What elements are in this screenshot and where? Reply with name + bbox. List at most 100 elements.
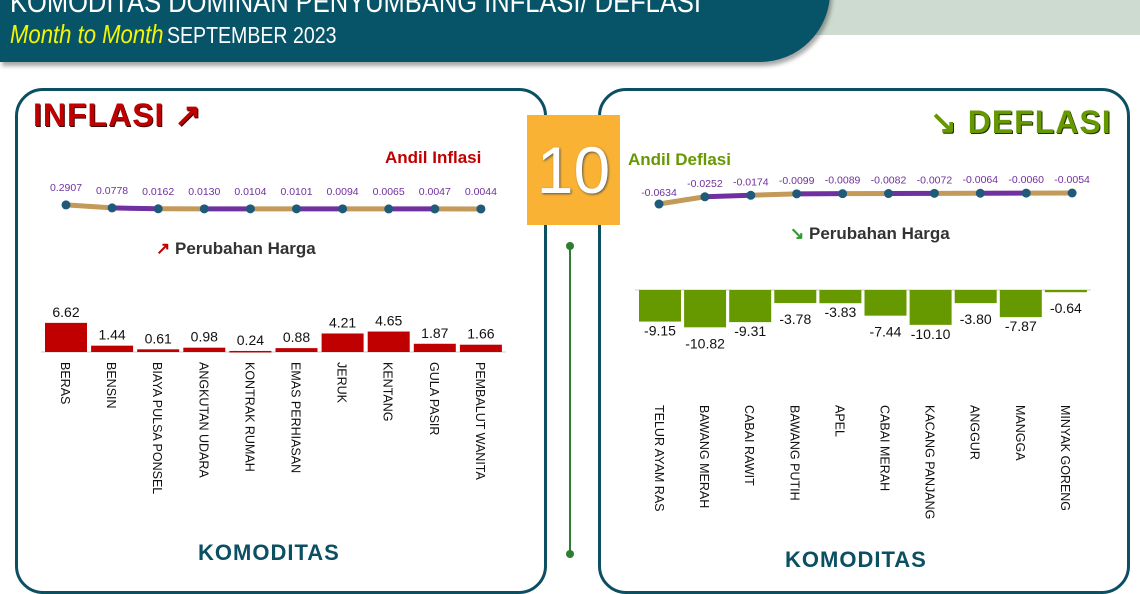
line-point [884,189,893,198]
bar-data-label: -10.10 [911,326,951,342]
line-point [1068,189,1077,198]
bar [865,290,907,316]
line-data-label: 0.0047 [419,186,451,198]
line-data-label: 0.0101 [280,186,312,198]
line-point [930,189,939,198]
divider-dot [566,242,574,250]
bar [910,290,952,325]
bar [45,323,87,352]
line-data-label: 0.0044 [465,186,497,198]
bar [137,349,179,352]
category-label: BAWANG PUTIH [787,405,801,501]
line-segment [112,208,158,209]
line-data-label: -0.0064 [962,174,998,186]
category-label: BERAS [58,362,72,404]
line-data-label: -0.0089 [825,175,861,187]
line-point [384,204,393,213]
line-segment [705,195,751,196]
line-point [200,204,209,213]
line-data-label: -0.0060 [1008,174,1044,186]
line-data-label: 0.0162 [142,186,174,198]
bar-data-label: 0.88 [283,329,310,345]
divider-dot [566,550,574,558]
line-point [154,204,163,213]
category-label: TELUR AYAM RAS [652,405,666,512]
line-point [292,204,301,213]
category-label: APEL [832,405,846,437]
line-data-label: -0.0054 [1054,174,1090,186]
bar-data-label: 4.65 [375,313,402,329]
bar-data-label: 1.44 [98,327,125,343]
line-point [430,204,439,213]
bar-data-label: -9.31 [734,323,766,339]
line-point [746,191,755,200]
bar-data-label: -7.44 [870,324,902,340]
bar-data-label: -3.78 [779,311,811,327]
category-label: GULA PASIR [427,362,441,435]
line-data-label: 0.2907 [50,182,82,194]
category-label: CABAI RAWIT [742,405,756,486]
category-label: ANGKUTAN UDARA [196,362,210,478]
bar [414,344,456,352]
line-data-label: -0.0082 [871,175,907,187]
bar-data-label: 1.87 [421,325,448,341]
line-point [655,200,664,209]
bar [183,348,225,352]
bar-data-label: 4.21 [329,314,356,330]
line-data-label: -0.0634 [641,187,677,199]
line-data-label: -0.0072 [917,174,953,186]
bar-data-label: 0.24 [237,332,264,348]
bar [729,290,771,322]
line-data-label: 0.0778 [96,185,128,197]
bar-data-label: 0.98 [191,329,218,345]
line-point [1022,189,1031,198]
line-data-label: 0.0130 [188,186,220,198]
bar-data-label: 6.62 [52,304,79,320]
line-point [476,204,485,213]
line-point [62,200,71,209]
line-data-label: -0.0174 [733,176,769,188]
category-label: EMAS PERHIASAN [289,362,303,473]
bar-data-label: -3.83 [824,304,856,320]
line-data-label: -0.0099 [779,175,815,187]
category-label: ANGGUR [968,405,982,460]
line-point [338,204,347,213]
bar [1000,290,1042,317]
line-data-label: -0.0252 [687,178,723,190]
category-label: KONTRAK RUMAH [242,362,256,472]
category-label: MANGGA [1013,405,1027,461]
category-label: BAWANG MERAH [697,405,711,508]
bar [639,290,681,322]
line-point [700,192,709,201]
category-label: KACANG PANJANG [923,405,937,519]
line-point [792,189,801,198]
category-label: BENSIN [104,362,118,409]
line-point [246,204,255,213]
bar [819,290,861,303]
line-point [108,203,117,212]
bar [955,290,997,303]
bar-data-label: -7.87 [1005,318,1037,334]
category-label: BIAYA PULSA PONSEL [150,362,164,494]
category-label: JERUK [335,362,349,404]
category-label: MINYAK GORENG [1058,405,1072,511]
bar [229,351,271,353]
category-label: PEMBALUT WANITA [473,362,487,481]
line-point [838,189,847,198]
category-label: KENTANG [381,362,395,422]
line-segment [66,205,112,208]
bar [774,290,816,303]
category-label: CABAI MERAH [878,405,892,491]
line-data-label: 0.0094 [327,186,359,198]
bar [276,348,318,352]
line-segment [751,194,797,195]
bar [91,346,133,352]
bar [684,290,726,327]
charts: 0.2907 0.0778 0.0162 0.0130 0.0104 0.0101 0.00… [0,0,1140,570]
line-data-label: 0.0104 [234,186,266,198]
bar-data-label: -3.80 [960,311,992,327]
bar-data-label: 1.66 [467,326,494,342]
bar-data-label: -0.64 [1050,300,1082,316]
bar [460,345,502,352]
line-point [976,189,985,198]
